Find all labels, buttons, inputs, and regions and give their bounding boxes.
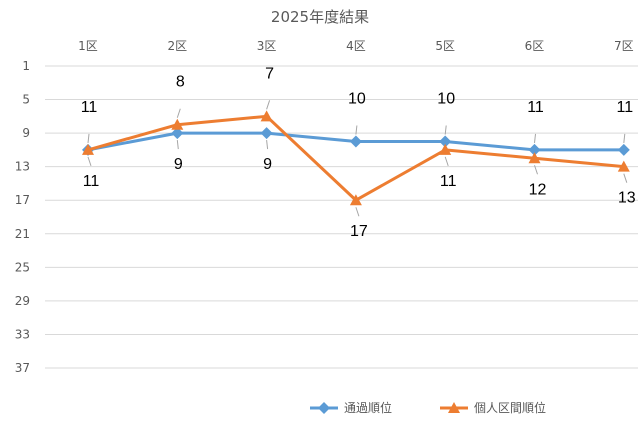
axis-labels: 1 5 9 13 17 21 25 29 33 37 1区 2区 3区 4区 5区 6区 7区: [15, 39, 634, 375]
data-label: 11: [616, 99, 633, 116]
data-point-marker: [617, 143, 630, 156]
x-tick-label: 3区: [257, 39, 277, 53]
data-label: 17: [350, 223, 368, 240]
x-tick-label: 4区: [346, 39, 366, 53]
data-label: 10: [437, 91, 455, 108]
data-label: 10: [348, 91, 366, 108]
data-label-leader: [266, 100, 271, 110]
legend-label: 個人区間順位: [474, 400, 546, 415]
y-tick-label: 25: [15, 260, 30, 274]
data-point-marker: [617, 160, 630, 172]
legend-item: 通過順位: [310, 400, 392, 415]
data-label: 11: [83, 173, 100, 190]
y-tick-label: 17: [15, 193, 30, 207]
data-label: 8: [176, 74, 185, 91]
data-label-leader: [266, 140, 269, 150]
legend: 通過順位 個人区間順位: [310, 400, 546, 415]
data-point-marker: [318, 402, 330, 414]
data-label-leader: [355, 207, 360, 217]
y-tick-label: 21: [15, 227, 30, 241]
series-layer: [82, 110, 630, 206]
data-point-marker: [528, 152, 541, 164]
x-tick-label: 2区: [167, 39, 187, 53]
y-tick-label: 37: [15, 361, 30, 375]
data-point-marker: [260, 127, 273, 140]
data-label: 11: [81, 99, 98, 116]
legend-label: 通過順位: [344, 400, 392, 415]
data-label-leader: [355, 125, 358, 135]
data-label-leader: [534, 165, 538, 175]
data-label-leader: [444, 125, 447, 135]
y-tick-label: 33: [15, 327, 30, 341]
y-tick-label: 1: [22, 59, 30, 73]
x-tick-label: 6区: [525, 39, 545, 53]
data-point-marker: [448, 402, 460, 413]
data-point-marker: [349, 194, 362, 206]
gridlines: [45, 65, 638, 369]
data-label-leader: [176, 108, 181, 118]
data-label-leader: [87, 156, 92, 167]
series-2: [82, 110, 630, 206]
y-tick-label: 13: [15, 160, 30, 174]
x-tick-label: 5区: [435, 39, 455, 53]
data-labels: 11 9 9 10 10 11 11 11 8 7 17 11 12 13: [81, 65, 636, 240]
data-label: 11: [440, 173, 457, 190]
y-tick-label: 5: [22, 93, 30, 107]
data-point-marker: [439, 135, 452, 148]
y-tick-label: 9: [22, 126, 30, 140]
data-point-marker: [82, 143, 94, 155]
y-tick-label: 29: [15, 294, 30, 308]
data-point-marker: [171, 118, 184, 130]
data-point-marker: [439, 143, 452, 155]
data-point-marker: [528, 143, 541, 156]
data-point-marker: [349, 135, 362, 148]
data-label-leader: [444, 156, 449, 167]
data-label-leader: [623, 173, 628, 183]
data-point-marker: [171, 127, 184, 140]
data-label-leader: [176, 140, 179, 150]
data-label: 9: [174, 156, 183, 173]
data-label: 11: [527, 99, 544, 116]
x-tick-label: 7区: [614, 39, 634, 53]
x-tick-label: 1区: [78, 39, 98, 53]
data-label-leaders: [87, 100, 628, 217]
data-label-leader: [623, 133, 626, 143]
data-label: 9: [263, 156, 272, 173]
data-label: 13: [618, 190, 636, 207]
chart-title: 2025年度結果: [271, 8, 369, 26]
data-point-marker: [260, 110, 273, 122]
data-label-leader: [87, 133, 90, 143]
data-label: 7: [265, 65, 274, 82]
data-label: 12: [529, 181, 547, 198]
legend-item: 個人区間順位: [440, 400, 546, 415]
data-label-leader: [534, 133, 536, 143]
